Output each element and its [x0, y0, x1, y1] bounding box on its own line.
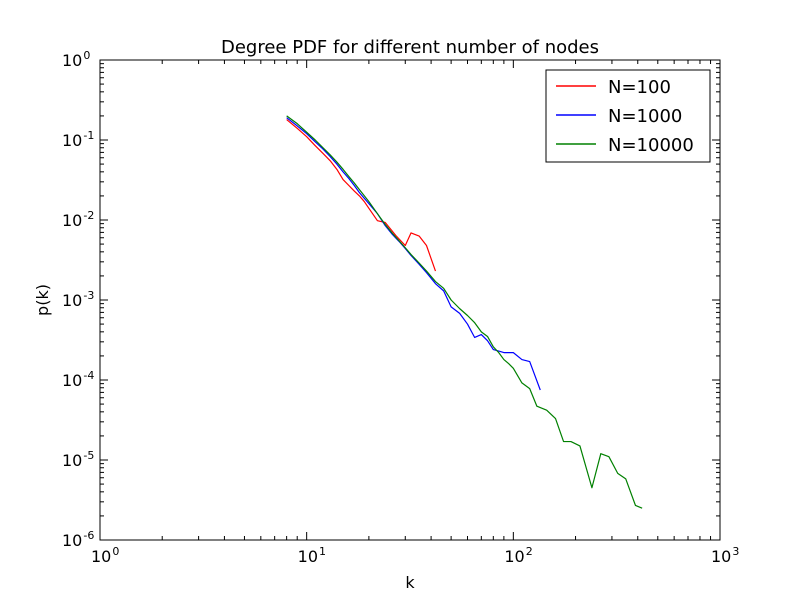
y-tick-base: 10	[62, 51, 82, 70]
y-tick-exponent: 0	[83, 49, 90, 62]
x-axis-ticks: 100 101 102 103	[91, 60, 739, 566]
y-tick-base: 10	[62, 371, 82, 390]
y-tick-base: 10	[62, 291, 82, 310]
x-tick-exponent: 3	[732, 545, 739, 558]
y-tick-base: 10	[62, 451, 82, 470]
x-tick-exponent: 2	[526, 545, 533, 558]
x-axis-label: k	[405, 573, 415, 592]
y-tick-label: 10-6	[62, 529, 94, 550]
x-tick-base: 10	[91, 547, 111, 566]
series-line-3	[286, 115, 643, 509]
legend-label-n1000: N=1000	[608, 106, 682, 127]
x-tick-base: 10	[504, 547, 524, 566]
y-tick-exponent: -3	[83, 289, 94, 302]
x-tick-label: 102	[504, 545, 532, 566]
x-tick-label: 100	[91, 545, 119, 566]
chart-title: Degree PDF for different number of nodes	[221, 37, 599, 58]
series-layer	[286, 115, 643, 509]
legend-label-n100: N=100	[608, 77, 671, 98]
y-tick-exponent: -5	[83, 449, 94, 462]
y-tick-label: 100	[62, 49, 90, 70]
y-tick-label: 10-1	[62, 129, 94, 150]
y-axis-label: p(k)	[33, 284, 52, 316]
y-tick-label: 10-4	[62, 369, 94, 390]
legend-label-n10000: N=10000	[608, 135, 694, 156]
y-tick-label: 10-3	[62, 289, 94, 310]
x-tick-label: 103	[711, 545, 739, 566]
x-tick-exponent: 0	[112, 545, 119, 558]
x-tick-base: 10	[711, 547, 731, 566]
y-tick-base: 10	[62, 131, 82, 150]
legend: N=100 N=1000 N=10000	[545, 69, 711, 163]
series-line-1	[286, 119, 437, 272]
y-tick-exponent: -2	[83, 209, 94, 222]
y-tick-exponent: -4	[83, 369, 94, 382]
x-tick-exponent: 1	[319, 545, 326, 558]
y-tick-exponent: -1	[83, 129, 94, 142]
y-tick-base: 10	[62, 211, 82, 230]
y-tick-base: 10	[62, 531, 82, 550]
y-tick-label: 10-2	[62, 209, 94, 230]
x-tick-label: 101	[298, 545, 326, 566]
series-line-2	[286, 117, 541, 391]
y-tick-label: 10-5	[62, 449, 94, 470]
y-tick-exponent: -6	[83, 529, 94, 542]
x-tick-base: 10	[298, 547, 318, 566]
